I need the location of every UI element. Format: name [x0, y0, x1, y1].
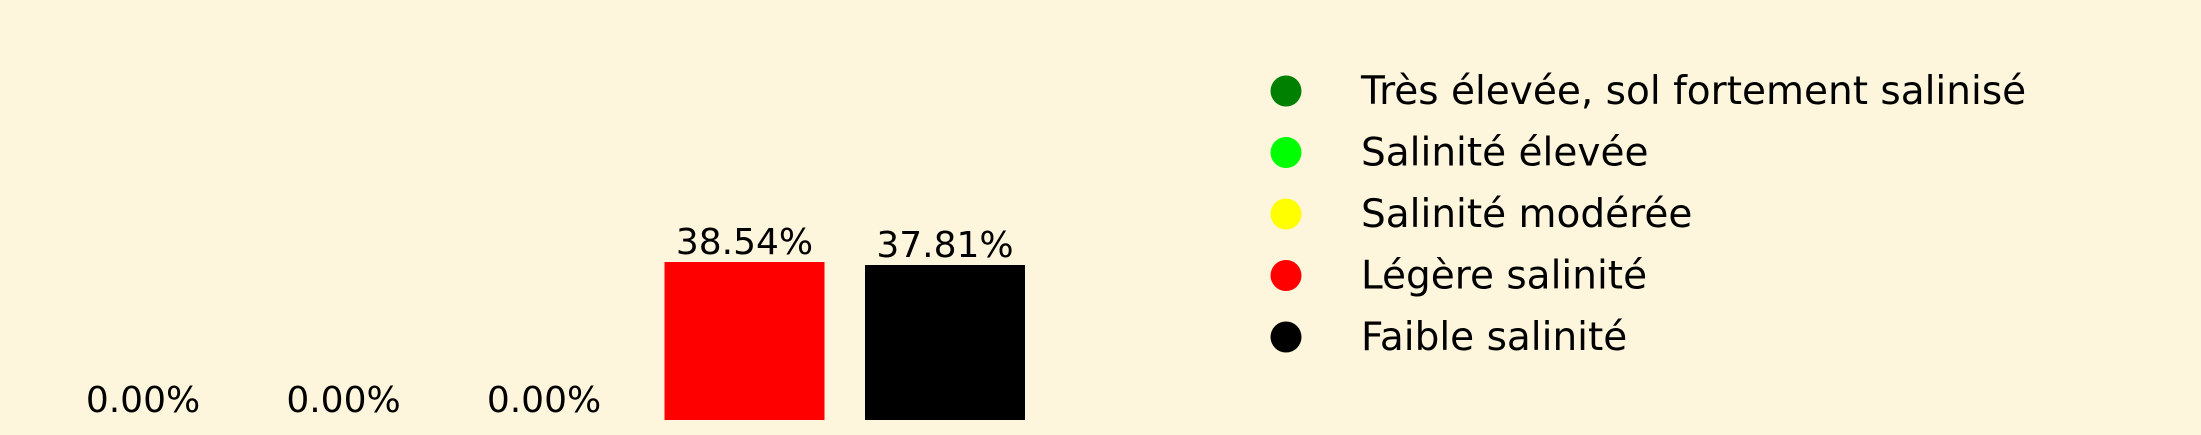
bar-value-label-3: 38.54%: [676, 222, 813, 263]
bar-value-label-1: 0.00%: [286, 380, 400, 421]
legend-marker-2: [1270, 198, 1302, 230]
legend-marker-1: [1270, 137, 1302, 168]
legend-label-2: Salinité modérée: [1361, 192, 1692, 237]
legend-label-3: Légère salinité: [1361, 254, 1647, 299]
legend-label-0: Très élevée, sol fortement salinisé: [1360, 69, 2026, 114]
bar-4: [865, 265, 1025, 420]
value-labels-layer: 0.00% 0.00% 0.00% 38.54% 37.81%: [86, 222, 1014, 421]
bar-3: [664, 262, 825, 420]
bars-layer: [664, 262, 1025, 420]
bar-value-label-2: 0.00%: [487, 380, 601, 421]
legend: Très élevée, sol fortement salinisé Salin…: [1270, 69, 2026, 360]
legend-label-1: Salinité élevée: [1361, 131, 1648, 176]
bar-value-label-0: 0.00%: [86, 380, 200, 421]
legend-marker-0: [1270, 75, 1302, 107]
legend-marker-3: [1270, 260, 1302, 291]
legend-marker-4: [1270, 321, 1302, 353]
legend-label-4: Faible salinité: [1361, 315, 1627, 360]
bar-value-label-4: 37.81%: [876, 225, 1013, 266]
